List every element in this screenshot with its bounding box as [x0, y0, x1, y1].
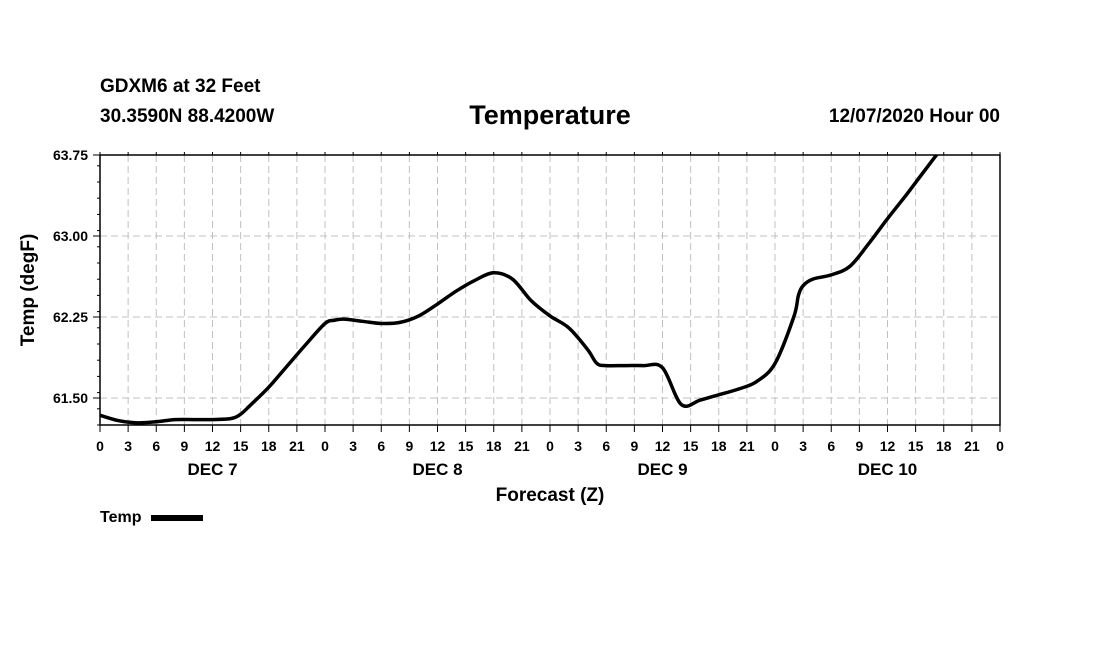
- x-tick-label: 21: [514, 438, 530, 454]
- axis-ticks: [93, 152, 1001, 432]
- legend: Temp: [100, 509, 204, 527]
- x-tick-label: 12: [880, 438, 896, 454]
- plot-frame: [99, 154, 1001, 426]
- legend-label: Temp: [100, 509, 142, 526]
- x-tick-label: 18: [711, 438, 727, 454]
- x-tick-label: 0: [321, 438, 329, 454]
- y-tick-label: 63.00: [53, 228, 88, 244]
- x-tick-label: 6: [152, 438, 160, 454]
- y-tick-label: 61.50: [53, 390, 88, 406]
- x-tick-label: 18: [261, 438, 277, 454]
- temp-series-line: [100, 155, 939, 425]
- x-tick-label: 9: [630, 438, 638, 454]
- x-axis-label: Forecast (Z): [496, 485, 605, 506]
- x-tick-label: 15: [908, 438, 924, 454]
- x-tick-label: 3: [574, 438, 582, 454]
- x-tick-label: 21: [289, 438, 305, 454]
- x-tick-label: 15: [458, 438, 474, 454]
- x-tick-label: 9: [855, 438, 863, 454]
- x-tick-label: 12: [430, 438, 446, 454]
- x-tick-label: 3: [799, 438, 807, 454]
- forecast-datetime: 12/07/2020 Hour 00: [828, 106, 1000, 127]
- x-tick-label: 6: [827, 438, 835, 454]
- x-tick-label: 9: [405, 438, 413, 454]
- day-label: DEC 8: [412, 460, 462, 479]
- x-tick-label: 12: [205, 438, 221, 454]
- x-tick-label: 18: [936, 438, 952, 454]
- x-tick-label: 12: [655, 438, 671, 454]
- day-labels: DEC 7 DEC 8 DEC 9 DEC 10: [187, 460, 917, 479]
- grid-lines: [100, 154, 1000, 425]
- legend-line-swatch: [151, 515, 204, 521]
- coordinates-label: 30.3590N 88.4200W: [100, 106, 275, 127]
- x-tick-label: 18: [486, 438, 502, 454]
- x-tick-label: 15: [683, 438, 699, 454]
- x-tick-labels: 0 3 6 9 12 15 18 21 0 3 6 9 12 15 18 21 0 3 6 9 12 15 18 21 0 3 6 9…: [96, 438, 1004, 454]
- x-tick-label: 21: [964, 438, 980, 454]
- x-tick-label: 15: [233, 438, 249, 454]
- x-tick-label: 6: [377, 438, 385, 454]
- x-tick-label: 21: [739, 438, 755, 454]
- chart-title: Temperature: [469, 100, 631, 130]
- day-label: DEC 10: [858, 460, 918, 479]
- y-tick-label: 63.75: [53, 147, 88, 163]
- x-tick-label: 0: [771, 438, 779, 454]
- y-tick-label: 62.25: [53, 309, 88, 325]
- y-axis-label: Temp (degF): [18, 234, 39, 347]
- x-tick-label: 9: [180, 438, 188, 454]
- day-label: DEC 9: [637, 460, 687, 479]
- x-tick-label: 0: [546, 438, 554, 454]
- x-tick-label: 6: [602, 438, 610, 454]
- station-label: GDXM6 at 32 Feet: [100, 76, 261, 97]
- day-label: DEC 7: [187, 460, 237, 479]
- x-tick-label: 0: [996, 438, 1004, 454]
- y-tick-labels: 61.50 62.25 63.00 63.75: [53, 147, 88, 406]
- x-tick-label: 3: [349, 438, 357, 454]
- x-tick-label: 0: [96, 438, 104, 454]
- x-tick-label: 3: [124, 438, 132, 454]
